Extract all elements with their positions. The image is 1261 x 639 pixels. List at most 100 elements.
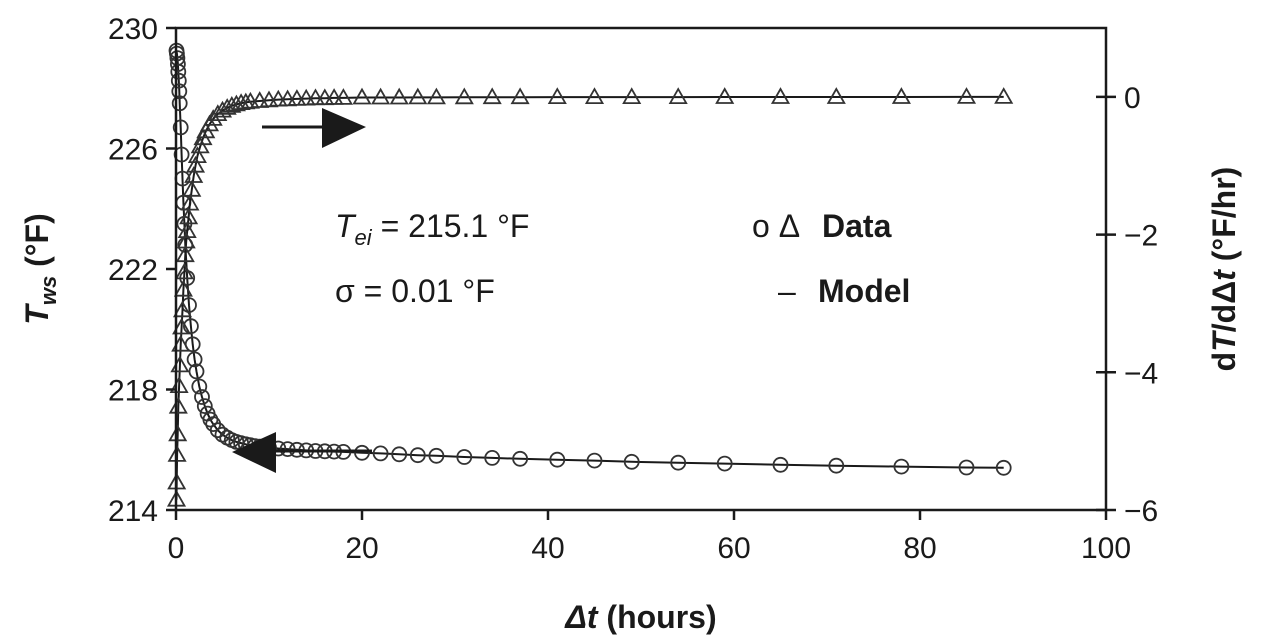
x-tick-label: 20 bbox=[345, 532, 378, 565]
y-left-tick-label: 214 bbox=[108, 495, 158, 528]
data-point-circle bbox=[772, 456, 789, 473]
data-point-triangle bbox=[454, 87, 474, 105]
data-point-triangle bbox=[482, 87, 502, 105]
data-point-circle bbox=[549, 451, 566, 468]
data-point-triangle bbox=[296, 88, 316, 106]
data-point-circle bbox=[623, 453, 640, 470]
legend-data-markers: o Δ bbox=[752, 208, 800, 244]
x-tick-label: 100 bbox=[1081, 532, 1131, 565]
right-axis-arrow bbox=[262, 108, 366, 148]
y-right-tick-label: −4 bbox=[1124, 357, 1158, 390]
y-left-tick-label: 222 bbox=[108, 254, 158, 287]
data-point-triangle bbox=[185, 155, 206, 173]
data-point-triangle bbox=[668, 87, 688, 104]
data-point-triangle bbox=[994, 87, 1014, 104]
data-point-triangle bbox=[168, 396, 188, 414]
data-point-triangle bbox=[715, 87, 735, 104]
data-point-triangle bbox=[184, 166, 204, 183]
data-point-circle bbox=[372, 445, 389, 462]
legend-model-marker: – bbox=[778, 273, 796, 309]
data-point-circle bbox=[173, 146, 190, 163]
x-tick-label: 40 bbox=[531, 532, 564, 565]
data-point-triangle bbox=[510, 87, 530, 105]
y-right-tick-label: 0 bbox=[1124, 82, 1141, 115]
plot-area bbox=[166, 42, 1014, 507]
data-point-triangle bbox=[352, 87, 372, 105]
data-point-circle bbox=[170, 72, 187, 89]
axis-ticks: 0 20 40 60 80 100 214 218 222 226 230 −6 −4 −2 0 bbox=[108, 13, 1158, 565]
y-left-axis-title: Tws (°F) bbox=[19, 213, 61, 324]
data-point-triangle bbox=[172, 300, 193, 318]
data-point-triangle bbox=[287, 89, 307, 106]
y-left-tick-label: 226 bbox=[108, 134, 158, 167]
x-tick-label: 0 bbox=[168, 532, 185, 565]
data-point-triangle bbox=[371, 87, 391, 105]
data-point-triangle bbox=[203, 109, 223, 126]
data-point-triangle bbox=[426, 87, 446, 105]
data-point-triangle bbox=[190, 136, 210, 154]
x-axis-title: Δt (hours) bbox=[564, 599, 716, 635]
data-point-circle bbox=[391, 446, 408, 463]
data-point-triangle bbox=[182, 179, 202, 197]
x-tick-label: 80 bbox=[903, 532, 936, 565]
data-point-circle bbox=[484, 449, 501, 466]
data-point-triangle bbox=[891, 87, 911, 104]
left-axis-arrow bbox=[232, 432, 372, 473]
data-point-circle bbox=[194, 389, 210, 405]
data-point-circle bbox=[182, 318, 199, 335]
data-point-circle bbox=[716, 455, 733, 472]
data-point-triangle bbox=[333, 88, 353, 105]
data-point-triangle bbox=[172, 317, 192, 335]
data-point-triangle bbox=[174, 262, 194, 280]
data-point-triangle bbox=[956, 87, 977, 104]
data-point-circle bbox=[670, 454, 687, 471]
data-point-triangle bbox=[305, 88, 326, 106]
data-point-circle bbox=[893, 458, 910, 475]
data-point-triangle bbox=[547, 87, 567, 104]
data-point-triangle bbox=[315, 88, 335, 106]
x-tick-label: 60 bbox=[717, 532, 750, 565]
data-point-circle bbox=[188, 363, 205, 380]
data-point-circle bbox=[456, 449, 473, 465]
data-point-triangle bbox=[175, 245, 195, 263]
y-left-tick-label: 230 bbox=[108, 13, 158, 46]
data-point-circle bbox=[354, 444, 370, 461]
data-point-triangle bbox=[408, 87, 428, 105]
data-point-circle bbox=[171, 95, 188, 112]
data-point-triangle bbox=[177, 221, 197, 239]
data-point-circle bbox=[279, 441, 296, 458]
data-point-circle bbox=[170, 63, 187, 80]
data-point-triangle bbox=[622, 87, 642, 104]
data-point-triangle bbox=[770, 87, 791, 104]
data-point-circle bbox=[512, 450, 528, 467]
data-point-circle bbox=[191, 378, 208, 395]
data-point-triangle bbox=[278, 89, 298, 107]
data-point-circle bbox=[409, 447, 426, 464]
sigma-annotation: σ = 0.01 °F bbox=[335, 273, 495, 309]
data-point-triangle bbox=[179, 207, 199, 225]
data-point-triangle bbox=[180, 193, 200, 211]
data-point-triangle bbox=[324, 88, 344, 105]
data-point-circle bbox=[995, 459, 1012, 476]
data-point-triangle bbox=[389, 87, 409, 105]
data-point-circle bbox=[196, 398, 213, 415]
data-point-circle bbox=[169, 56, 186, 72]
y-right-axis-title: dT/dΔt (°F/hr) bbox=[1206, 167, 1242, 372]
data-point-circle bbox=[171, 83, 188, 100]
data-point-triangle bbox=[187, 146, 207, 164]
data-point-circle bbox=[828, 457, 845, 474]
y-right-tick-label: −2 bbox=[1124, 220, 1158, 253]
data-point-triangle bbox=[826, 87, 846, 104]
legend-model-label: Model bbox=[818, 273, 910, 309]
data-point-triangle bbox=[584, 87, 605, 104]
tei-annotation: Tei = 215.1 °F bbox=[335, 208, 529, 250]
data-point-circle bbox=[186, 351, 203, 368]
y-left-tick-label: 218 bbox=[108, 375, 158, 408]
data-point-circle bbox=[958, 459, 975, 476]
model-line-left bbox=[175, 50, 1004, 469]
data-point-circle bbox=[586, 452, 603, 469]
data-point-circle bbox=[428, 447, 445, 464]
legend-data-label: Data bbox=[822, 208, 892, 244]
